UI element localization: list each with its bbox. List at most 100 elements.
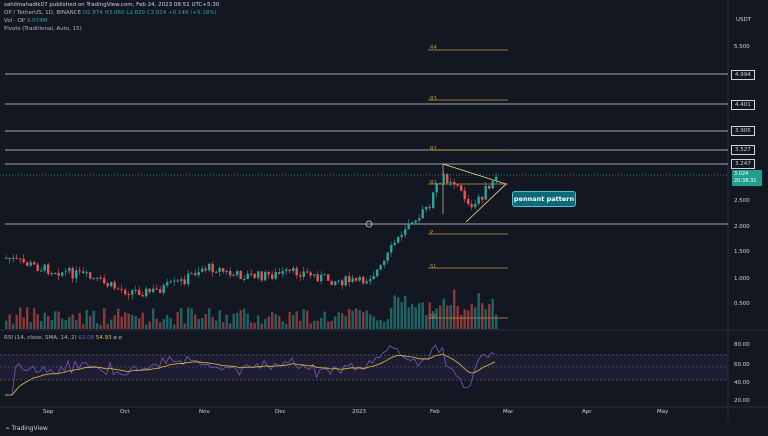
volume-bar [393,295,396,329]
candle-body [435,183,438,193]
candle-body [5,257,8,259]
candle-body [194,273,197,276]
volume-bar [414,307,417,329]
volume-bar [215,320,218,329]
volume-bar [491,298,494,329]
candle-body [271,274,274,279]
volume-bar [334,316,337,329]
volume-bar [372,316,375,329]
candle-body [397,236,400,243]
candle-body [299,275,302,277]
candle-body [250,273,253,275]
volume-bar [456,306,459,329]
candle-body [372,276,375,280]
pivot-label-r2: R2 [430,146,437,152]
rsi-value: 62.08 [78,335,95,341]
candle-body [278,272,281,274]
volume-bar [428,302,431,329]
pivot-label-s2: S2 [430,314,437,320]
volume-bar [274,313,277,329]
settings-icon[interactable]: ø [118,335,122,341]
candle-body [316,274,319,282]
volume-bar [113,315,116,329]
volume-bar [425,315,428,329]
volume-bar [404,296,407,329]
candle-body [376,269,379,277]
volume-bar [278,316,281,329]
candle-body [288,269,291,271]
candle-body [211,263,214,273]
candle-body [141,295,144,297]
volume-bar [344,315,347,329]
volume-bar [173,324,176,329]
candle-body [124,290,127,295]
candle-body [421,209,424,219]
candle-body [110,282,113,287]
time-tick: May [657,409,669,415]
candle-body [218,268,221,272]
rsi-tick: 80.00 [734,342,750,348]
pivots-legend[interactable]: Pivots (Traditional, Auto, 15) [4,26,82,32]
volume-bar [397,297,400,329]
rsi-legend[interactable]: RSI (14, close, SMA, 14, 2) 62.08 54.93 … [4,335,122,341]
volume-bar [47,316,50,329]
candle-body [54,272,57,274]
pennant-pattern-callout[interactable]: pennant pattern [512,191,576,207]
candle-body [197,271,200,276]
candle-body [99,277,102,279]
price-tick: 0.500 [734,301,750,307]
volume-bar [432,311,435,329]
volume-bar [141,312,144,329]
candle-body [29,262,32,266]
candle-body [43,264,46,271]
price-tick: 1.000 [734,276,750,282]
volume-bar [106,323,109,329]
volume-bar [369,314,372,329]
volume-value: 9.074M [26,18,48,24]
price-tick: 5.500 [734,44,750,50]
candle-body [169,281,172,283]
volume-bar [288,311,291,329]
candle-body [89,272,92,279]
volume-bar [341,313,344,329]
tradingview-logo[interactable]: ⌁ TradingView [6,425,48,432]
volume-bar [309,323,312,329]
candle-body [103,278,106,284]
volume-bar [453,289,456,329]
volume-bar [439,305,442,329]
volume-bar [201,317,204,329]
volume-bar [166,315,169,329]
volume-bar [449,304,452,329]
volume-label[interactable]: Vol · OP [4,18,26,24]
candle-body [334,281,337,286]
volume-bar [183,323,186,329]
volume-bar [257,315,260,329]
candle-body [117,288,120,290]
candle-body [201,268,204,272]
volume-legend[interactable]: Vol · OP 9.074M [4,18,47,24]
volume-bar [134,315,137,329]
candle-body [439,183,442,185]
volume-bar [15,314,18,329]
eye-icon[interactable]: ø [113,335,117,341]
volume-bar [495,314,498,329]
time-tick: Sep [43,409,54,415]
volume-bar [260,323,263,329]
symbol-name[interactable]: OP / TetherUS, 1D, BINANCE [4,10,82,16]
volume-bar [467,310,470,329]
candle-body [131,290,134,295]
rsi-label[interactable]: RSI (14, close, SMA, 14, 2) [4,335,77,341]
symbol-legend[interactable]: OP / TetherUS, 1D, BINANCE O2.874 H3.060… [4,10,217,16]
candle-body [274,272,277,279]
candle-body [22,258,25,263]
candle-body [369,279,372,282]
candle-body [323,274,326,276]
volume-bar [54,311,57,329]
candle-body [313,274,316,276]
volume-bar [40,320,43,329]
volume-bar [36,314,39,329]
candle-body [64,271,67,273]
candle-body [232,274,235,276]
candle-body [145,288,148,297]
